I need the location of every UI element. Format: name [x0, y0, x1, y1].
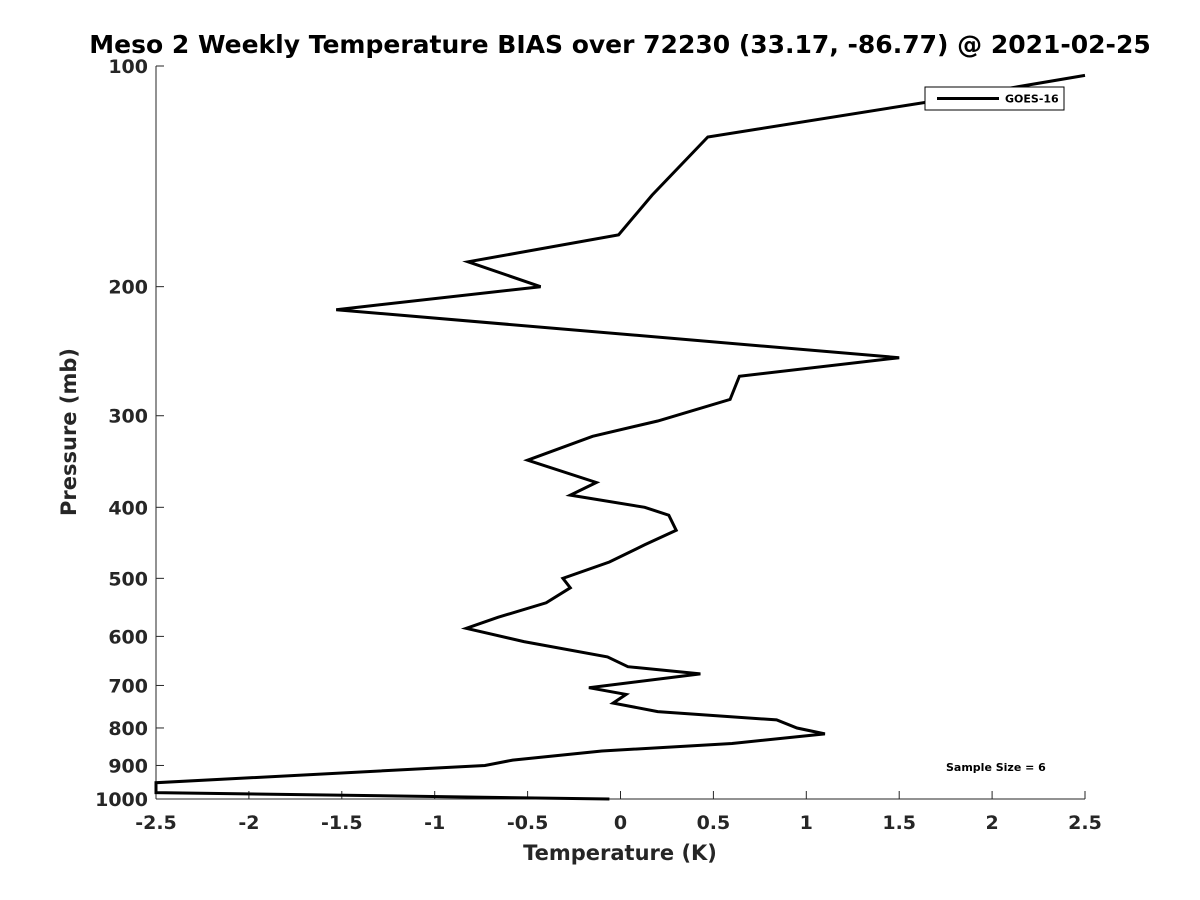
- sample-size-annotation: Sample Size = 6: [946, 761, 1046, 774]
- x-tick-label: -0.5: [507, 812, 549, 834]
- x-tick-label: -1: [424, 812, 445, 834]
- x-tick-labels: -2.5 -2 -1.5 -1 -0.5 0 0.5 1 1.5 2 2.5: [135, 812, 1102, 834]
- y-tick-label: 200: [108, 277, 148, 299]
- y-tick-label: 400: [108, 497, 148, 519]
- x-tick-label: 0.5: [697, 812, 731, 834]
- y-tick-label: 1000: [95, 789, 148, 811]
- y-tick-label: 500: [108, 568, 148, 590]
- axes: [155, 65, 1086, 800]
- x-tick-label: 1.5: [882, 812, 916, 834]
- x-tick-label: 0: [614, 812, 627, 834]
- x-tick-label: 2.5: [1068, 812, 1102, 834]
- y-tick-label: 700: [108, 675, 148, 697]
- x-tick-label: 2: [985, 812, 998, 834]
- legend: GOES-16: [924, 86, 1065, 111]
- y-tick-label: 300: [108, 406, 148, 428]
- y-tick-label: 900: [108, 755, 148, 777]
- x-axis-label: Temperature (K): [523, 841, 717, 865]
- x-tick-label: -1.5: [321, 812, 363, 834]
- y-tick-label: 600: [108, 626, 148, 648]
- y-axis-label: Pressure (mb): [57, 348, 81, 516]
- series-line-goes-16: [154, 73, 1086, 801]
- legend-label: GOES-16: [1005, 93, 1059, 106]
- y-tick-label: 100: [108, 56, 148, 78]
- chart-title: Meso 2 Weekly Temperature BIAS over 7223…: [89, 30, 1150, 59]
- x-tick-label: -2: [238, 812, 259, 834]
- y-tick-label: 800: [108, 718, 148, 740]
- series-layer: [154, 73, 1086, 801]
- x-tick-label: 1: [800, 812, 813, 834]
- y-tick-labels: 100 200 300 400 500 600 700 800 900 1000: [95, 56, 148, 811]
- x-tick-label: -2.5: [135, 812, 177, 834]
